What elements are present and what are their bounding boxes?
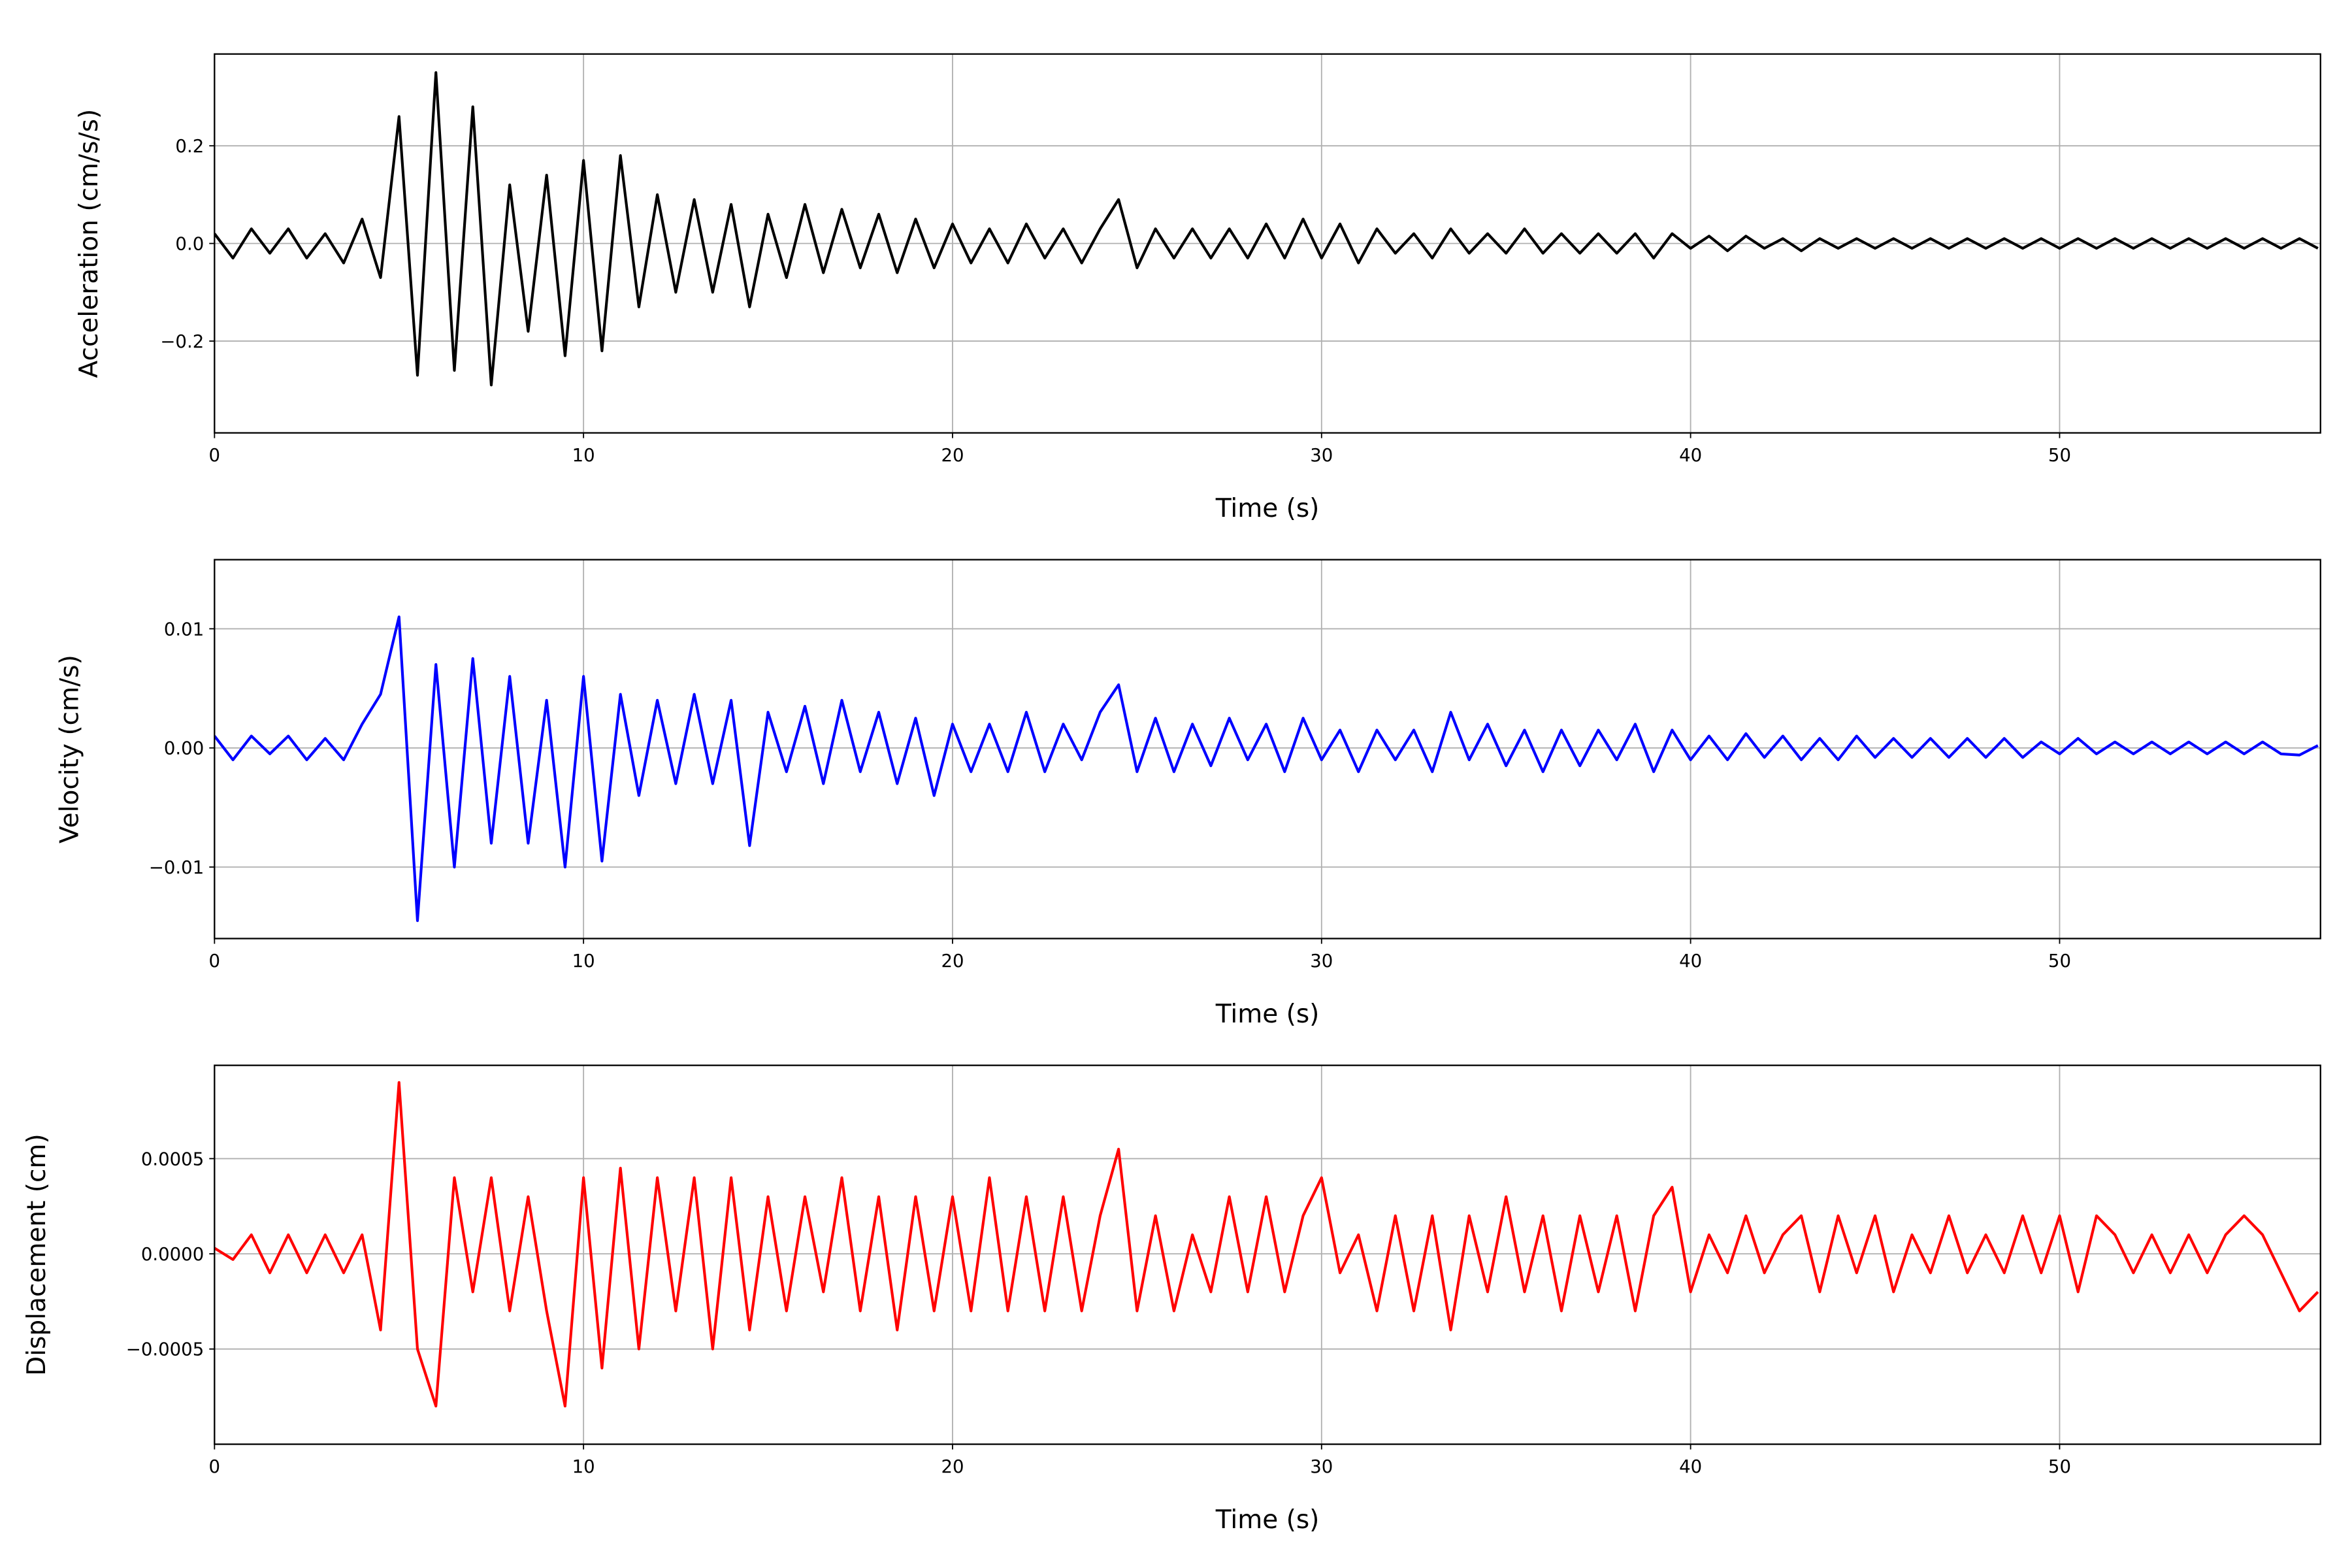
axes-frame xyxy=(214,53,2321,434)
x-tick-label: 30 xyxy=(1310,445,1333,466)
x-axis-label: Time (s) xyxy=(1215,1505,1320,1535)
x-axis-label: Time (s) xyxy=(1215,494,1320,523)
data-line xyxy=(214,615,2319,923)
axes-frame xyxy=(214,1064,2321,1445)
y-tick-label: −0.2 xyxy=(160,331,204,352)
x-tick-label: 40 xyxy=(1679,951,1702,972)
x-tick-label: 40 xyxy=(1679,1456,1702,1477)
x-tick-label: 20 xyxy=(941,445,964,466)
y-tick-label: 0.2 xyxy=(175,136,204,157)
x-tick-label: 10 xyxy=(572,1456,595,1477)
x-tick-label: 50 xyxy=(2048,1456,2071,1477)
y-tick-label: 0.00 xyxy=(164,738,204,759)
x-tick-label: 10 xyxy=(572,951,595,972)
x-tick-label: 30 xyxy=(1310,1456,1333,1477)
panel: 0 10 20 30 40 50 −0.0005 0.0000 0.0005 Time (s) Di… xyxy=(22,1064,2321,1535)
y-axis-label: Acceleration (cm/s/s) xyxy=(74,109,104,378)
data-line xyxy=(214,1081,2319,1408)
x-tick-label: 0 xyxy=(209,445,221,466)
y-tick-label: 0.0 xyxy=(175,234,204,255)
x-tick-label: 10 xyxy=(572,445,595,466)
y-axis-label: Displacement (cm) xyxy=(22,1134,52,1376)
panel: 0 10 20 30 40 50 −0.01 0.00 0.01 Time (s) Velocity… xyxy=(55,559,2321,1029)
y-tick-label: −0.0005 xyxy=(126,1339,204,1360)
y-tick-label: 0.0005 xyxy=(141,1149,204,1169)
x-tick-label: 50 xyxy=(2048,951,2071,972)
x-tick-label: 0 xyxy=(209,951,221,972)
x-tick-label: 40 xyxy=(1679,445,1702,466)
y-tick-label: 0.01 xyxy=(164,619,204,640)
y-axis-label: Velocity (cm/s) xyxy=(55,655,84,843)
x-tick-label: 30 xyxy=(1310,951,1333,972)
axes-frame xyxy=(214,559,2321,939)
x-axis-label: Time (s) xyxy=(1215,1000,1320,1029)
data-line xyxy=(214,71,2319,387)
x-tick-label: 20 xyxy=(941,951,964,972)
panel: 0 10 20 30 40 50 −0.2 0.0 0.2 Time (s) Acceleratio… xyxy=(74,53,2321,523)
x-tick-label: 50 xyxy=(2048,445,2071,466)
y-tick-label: 0.0000 xyxy=(141,1244,204,1265)
x-tick-label: 0 xyxy=(209,1456,221,1477)
x-tick-label: 20 xyxy=(941,1456,964,1477)
y-tick-label: −0.01 xyxy=(149,857,204,878)
